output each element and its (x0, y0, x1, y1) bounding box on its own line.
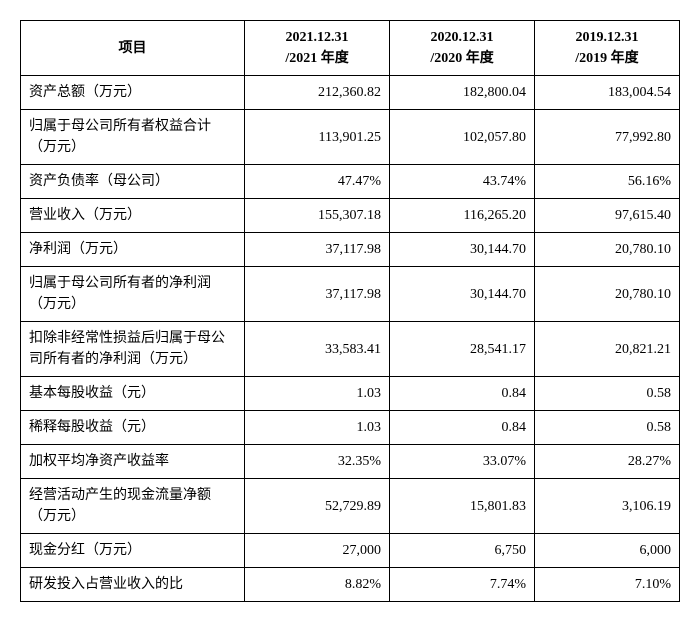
cell-value: 8.82% (245, 568, 390, 602)
table-header-row: 项目 2021.12.31/2021 年度 2020.12.31/2020 年度… (21, 21, 680, 76)
cell-value: 113,901.25 (245, 110, 390, 165)
cell-value: 27,000 (245, 534, 390, 568)
col-header-2020: 2020.12.31/2020 年度 (390, 21, 535, 76)
financial-table-container: 项目 2021.12.31/2021 年度 2020.12.31/2020 年度… (20, 20, 680, 602)
col-header-item: 项目 (21, 21, 245, 76)
cell-value: 7.74% (390, 568, 535, 602)
cell-value: 0.84 (390, 411, 535, 445)
cell-value: 102,057.80 (390, 110, 535, 165)
table-head: 项目 2021.12.31/2021 年度 2020.12.31/2020 年度… (21, 21, 680, 76)
table-body: 资产总额（万元）212,360.82182,800.04183,004.54归属… (21, 76, 680, 602)
row-label: 净利润（万元） (21, 233, 245, 267)
row-label: 归属于母公司所有者权益合计（万元） (21, 110, 245, 165)
cell-value: 0.84 (390, 377, 535, 411)
row-label: 经营活动产生的现金流量净额（万元） (21, 479, 245, 534)
row-label: 资产总额（万元） (21, 76, 245, 110)
table-row: 现金分红（万元）27,0006,7506,000 (21, 534, 680, 568)
table-row: 基本每股收益（元）1.030.840.58 (21, 377, 680, 411)
cell-value: 52,729.89 (245, 479, 390, 534)
cell-value: 56.16% (535, 165, 680, 199)
table-row: 归属于母公司所有者的净利润（万元）37,117.9830,144.7020,78… (21, 267, 680, 322)
cell-value: 28.27% (535, 445, 680, 479)
cell-value: 20,821.21 (535, 322, 680, 377)
cell-value: 155,307.18 (245, 199, 390, 233)
table-row: 加权平均净资产收益率32.35%33.07%28.27% (21, 445, 680, 479)
cell-value: 7.10% (535, 568, 680, 602)
cell-value: 6,750 (390, 534, 535, 568)
row-label: 加权平均净资产收益率 (21, 445, 245, 479)
cell-value: 6,000 (535, 534, 680, 568)
cell-value: 182,800.04 (390, 76, 535, 110)
cell-value: 33,583.41 (245, 322, 390, 377)
table-row: 经营活动产生的现金流量净额（万元）52,729.8915,801.833,106… (21, 479, 680, 534)
table-row: 资产总额（万元）212,360.82182,800.04183,004.54 (21, 76, 680, 110)
cell-value: 1.03 (245, 411, 390, 445)
row-label: 资产负债率（母公司） (21, 165, 245, 199)
financial-table: 项目 2021.12.31/2021 年度 2020.12.31/2020 年度… (20, 20, 680, 602)
cell-value: 15,801.83 (390, 479, 535, 534)
col-header-2021: 2021.12.31/2021 年度 (245, 21, 390, 76)
table-row: 净利润（万元）37,117.9830,144.7020,780.10 (21, 233, 680, 267)
cell-value: 37,117.98 (245, 233, 390, 267)
cell-value: 28,541.17 (390, 322, 535, 377)
cell-value: 77,992.80 (535, 110, 680, 165)
cell-value: 47.47% (245, 165, 390, 199)
cell-value: 43.74% (390, 165, 535, 199)
table-row: 归属于母公司所有者权益合计（万元）113,901.25102,057.8077,… (21, 110, 680, 165)
table-row: 扣除非经常性损益后归属于母公司所有者的净利润（万元）33,583.4128,54… (21, 322, 680, 377)
cell-value: 30,144.70 (390, 267, 535, 322)
row-label: 扣除非经常性损益后归属于母公司所有者的净利润（万元） (21, 322, 245, 377)
cell-value: 20,780.10 (535, 267, 680, 322)
row-label: 基本每股收益（元） (21, 377, 245, 411)
row-label: 研发投入占营业收入的比 (21, 568, 245, 602)
cell-value: 212,360.82 (245, 76, 390, 110)
row-label: 现金分红（万元） (21, 534, 245, 568)
table-row: 研发投入占营业收入的比8.82%7.74%7.10% (21, 568, 680, 602)
row-label: 营业收入（万元） (21, 199, 245, 233)
cell-value: 32.35% (245, 445, 390, 479)
cell-value: 37,117.98 (245, 267, 390, 322)
cell-value: 3,106.19 (535, 479, 680, 534)
cell-value: 0.58 (535, 411, 680, 445)
cell-value: 30,144.70 (390, 233, 535, 267)
table-row: 稀释每股收益（元）1.030.840.58 (21, 411, 680, 445)
col-header-2019: 2019.12.31/2019 年度 (535, 21, 680, 76)
cell-value: 0.58 (535, 377, 680, 411)
cell-value: 1.03 (245, 377, 390, 411)
cell-value: 97,615.40 (535, 199, 680, 233)
cell-value: 33.07% (390, 445, 535, 479)
table-row: 资产负债率（母公司）47.47%43.74%56.16% (21, 165, 680, 199)
cell-value: 116,265.20 (390, 199, 535, 233)
table-row: 营业收入（万元）155,307.18116,265.2097,615.40 (21, 199, 680, 233)
cell-value: 20,780.10 (535, 233, 680, 267)
row-label: 稀释每股收益（元） (21, 411, 245, 445)
row-label: 归属于母公司所有者的净利润（万元） (21, 267, 245, 322)
cell-value: 183,004.54 (535, 76, 680, 110)
